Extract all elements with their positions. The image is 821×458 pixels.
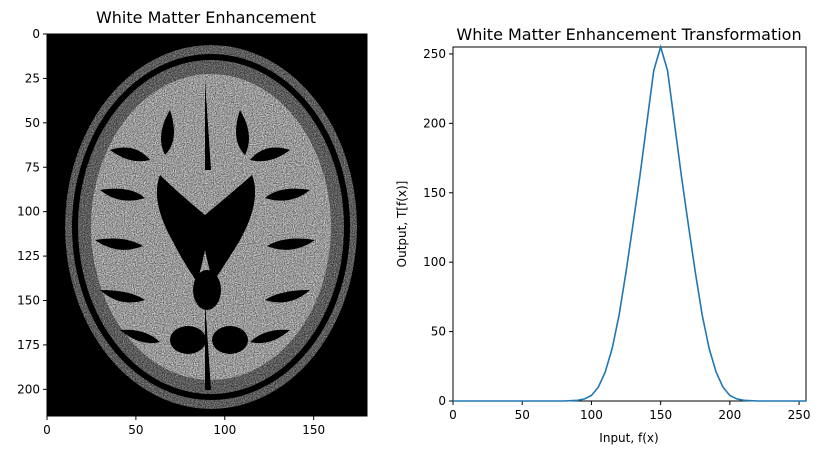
y-tick-label: 50 [25,116,40,130]
sulci [95,80,315,390]
x-tick-label: 0 [449,408,457,422]
y-tick-label: 100 [17,205,40,219]
left-ticks: 0 50 100 150 0 25 50 75 100 125 150 175 200 [17,27,325,437]
y-tick-label: 75 [25,160,40,174]
y-tick-label: 150 [17,294,40,308]
x-tick-label: 150 [649,408,672,422]
y-tick-label: 175 [17,338,40,352]
y-tick-label: 250 [423,47,446,61]
x-axis-label: Input, f(x) [599,431,658,445]
x-tick-label: 100 [213,423,236,437]
x-tick-label: 50 [515,408,530,422]
right-axes-frame [452,46,807,402]
x-tick-label: 150 [302,423,325,437]
y-tick-label: 150 [423,186,446,200]
y-tick-label: 50 [431,325,446,339]
right-ticks: 0 50 100 150 200 250 0 50 100 150 200 250 [423,47,810,422]
series-line [453,44,806,402]
y-tick-label: 100 [423,255,446,269]
y-axis-label: Output, T[f(x)] [395,181,409,268]
x-tick-label: 50 [128,423,143,437]
y-tick-label: 200 [423,116,446,130]
head-region [65,45,357,409]
x-tick-label: 100 [580,408,603,422]
x-tick-label: 200 [718,408,741,422]
left-axes-frame [46,33,368,417]
y-tick-label: 0 [32,27,40,41]
left-title: White Matter Enhancement [96,8,316,27]
y-tick-label: 0 [438,394,446,408]
right-title: White Matter Enhancement Transformation [456,25,801,44]
y-tick-label: 25 [25,71,40,85]
y-tick-label: 125 [17,249,40,263]
x-tick-label: 0 [43,423,51,437]
y-tick-label: 200 [17,382,40,396]
ventricles [156,175,256,282]
x-tick-label: 250 [788,408,811,422]
brain-image [47,34,367,416]
left-panel: White Matter Enhancement [17,8,368,437]
right-panel: White Matter Enhancement Transformation … [395,25,811,445]
